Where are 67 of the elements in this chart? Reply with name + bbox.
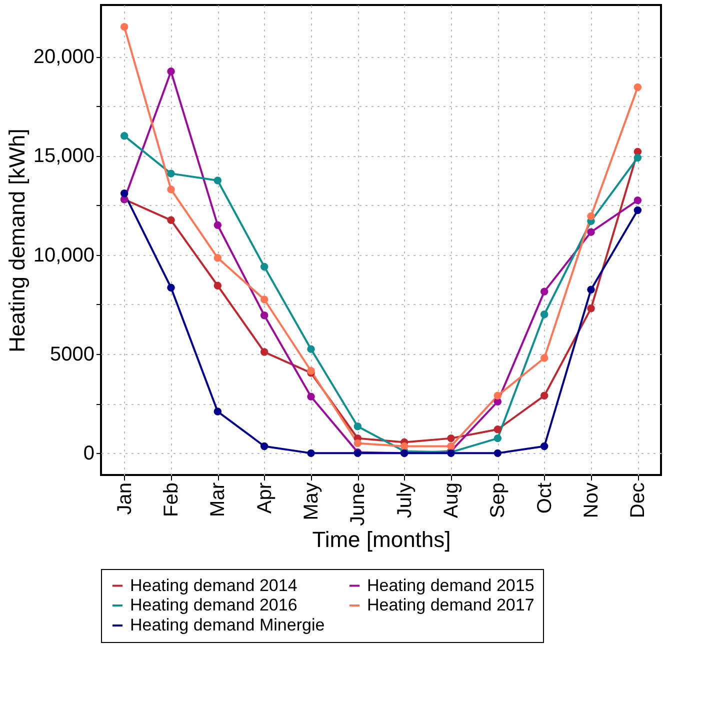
- legend-label: Heating demand 2015: [367, 576, 534, 595]
- point: [634, 196, 642, 204]
- point: [167, 68, 175, 76]
- point: [540, 288, 548, 296]
- point: [587, 228, 595, 236]
- point: [494, 449, 502, 458]
- point: [354, 422, 362, 430]
- legend-label: Heating demand Minergie: [130, 616, 325, 634]
- legend-label: Heating demand 2014: [130, 576, 298, 595]
- x-tick-label: Sep: [487, 482, 510, 518]
- point: [260, 348, 268, 356]
- y-axis-title: Heating demand [kWh]: [4, 128, 30, 352]
- x-tick-label: Jan: [114, 482, 136, 515]
- point: [494, 434, 502, 442]
- point: [540, 392, 548, 400]
- point: [587, 286, 595, 294]
- point: [120, 22, 128, 31]
- x-tick-label: Oct: [534, 482, 556, 514]
- point: [307, 345, 315, 353]
- legend-label: Heating demand 2016: [130, 596, 298, 614]
- point: [167, 216, 175, 224]
- point: [214, 221, 222, 229]
- point: [260, 311, 268, 320]
- point: [634, 83, 642, 92]
- point: [260, 296, 268, 304]
- point: [540, 442, 548, 450]
- point: [400, 442, 408, 450]
- point: [260, 262, 268, 271]
- x-tick-label: June: [347, 482, 370, 526]
- x-tick-label: Nov: [580, 482, 602, 518]
- y-tick-label: 15,000: [33, 145, 94, 168]
- point: [214, 254, 222, 262]
- point: [214, 282, 222, 290]
- point: [260, 442, 268, 450]
- point: [167, 186, 175, 194]
- point: [354, 439, 362, 448]
- x-axis-title: Time [months]: [312, 526, 451, 552]
- point: [214, 176, 222, 184]
- point: [540, 310, 548, 318]
- x-tick-label: Aug: [440, 482, 462, 518]
- y-tick-label: 5000: [50, 344, 94, 366]
- point: [634, 154, 642, 162]
- x-tick-label: Dec: [627, 482, 650, 518]
- point: [167, 284, 175, 292]
- x-tick-label: July: [394, 482, 416, 518]
- y-tick-label: 20,000: [33, 46, 94, 68]
- point: [120, 190, 128, 198]
- point: [494, 426, 502, 434]
- point: [634, 206, 642, 214]
- point: [587, 304, 595, 312]
- point: [447, 442, 455, 450]
- point: [540, 354, 548, 362]
- x-tick-label: Apr: [254, 482, 276, 514]
- point: [494, 392, 502, 400]
- point: [587, 212, 595, 220]
- point: [307, 392, 315, 401]
- x-tick-label: Mar: [207, 482, 230, 517]
- x-tick-label: May: [300, 482, 322, 520]
- y-tick-label: 10,000: [33, 244, 94, 266]
- point: [307, 449, 315, 458]
- point: [214, 408, 222, 416]
- point: [167, 170, 175, 178]
- point: [120, 132, 128, 140]
- point: [447, 434, 455, 442]
- legend-label: Heating demand 2017: [367, 596, 534, 614]
- y-tick-label: 0: [83, 442, 94, 465]
- x-tick-label: Feb: [160, 482, 182, 517]
